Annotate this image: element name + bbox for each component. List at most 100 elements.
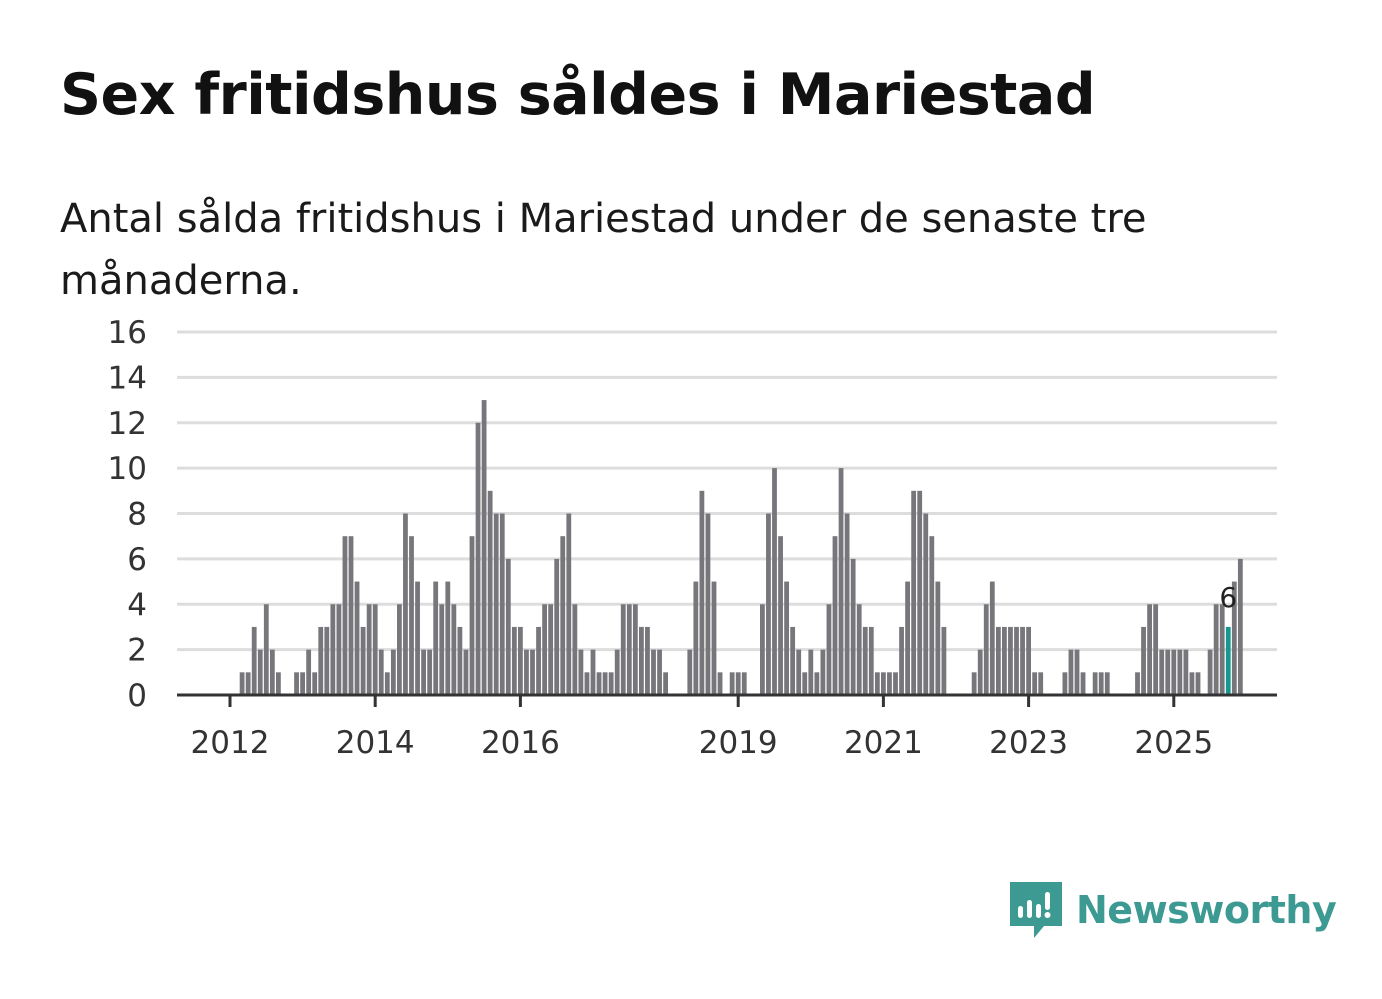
bar bbox=[862, 626, 868, 695]
x-axis-ticks: 2012 2014 2016 2019 2021 2023 2025 bbox=[191, 695, 1213, 761]
newsworthy-logo-icon bbox=[1010, 882, 1062, 938]
bar bbox=[820, 649, 826, 695]
bar bbox=[294, 672, 299, 695]
bar bbox=[832, 536, 838, 695]
bar bbox=[263, 604, 269, 695]
x-tick-label: 2021 bbox=[844, 725, 923, 761]
bar bbox=[1032, 672, 1038, 695]
bar bbox=[772, 468, 777, 695]
bar bbox=[336, 604, 342, 695]
bar bbox=[1092, 672, 1098, 695]
bar bbox=[1080, 672, 1086, 695]
bar bbox=[421, 649, 426, 695]
bar bbox=[1020, 626, 1025, 695]
bar bbox=[1104, 672, 1110, 695]
brand-logo: Newsworthy bbox=[1010, 880, 1337, 940]
bar bbox=[995, 626, 1001, 695]
y-tick-label: 10 bbox=[108, 451, 147, 487]
bar bbox=[475, 422, 481, 695]
bar bbox=[397, 604, 402, 695]
bar bbox=[1213, 604, 1219, 695]
bar bbox=[372, 604, 378, 695]
bar bbox=[1171, 649, 1177, 695]
bar bbox=[760, 604, 765, 695]
bar bbox=[554, 558, 560, 695]
grid-lines bbox=[177, 330, 1277, 652]
bar bbox=[989, 581, 995, 695]
highlight-data-label: 6 bbox=[1219, 581, 1237, 614]
bar bbox=[378, 649, 384, 695]
bar bbox=[1002, 626, 1007, 695]
bar bbox=[838, 468, 844, 695]
y-tick-label: 0 bbox=[127, 678, 147, 714]
bar bbox=[487, 490, 493, 695]
bar bbox=[257, 649, 263, 695]
bar bbox=[457, 626, 463, 695]
bar bbox=[711, 581, 717, 695]
bar bbox=[451, 604, 457, 695]
y-tick-label: 16 bbox=[108, 315, 147, 351]
bar bbox=[511, 626, 517, 695]
bar bbox=[578, 649, 584, 695]
bar bbox=[917, 490, 923, 695]
bar bbox=[596, 672, 602, 695]
bar bbox=[983, 604, 989, 695]
bar bbox=[384, 672, 390, 695]
bar bbox=[1153, 604, 1159, 695]
bar bbox=[542, 604, 547, 695]
bar bbox=[614, 649, 620, 695]
bar bbox=[1189, 672, 1195, 695]
bar bbox=[548, 604, 554, 695]
bar bbox=[354, 581, 360, 695]
bar bbox=[651, 649, 656, 695]
bar bbox=[639, 626, 644, 695]
bar bbox=[1159, 649, 1165, 695]
bar bbox=[923, 513, 929, 695]
highlight-bar bbox=[1225, 626, 1231, 695]
bar bbox=[766, 513, 771, 695]
bar bbox=[312, 672, 318, 695]
bar bbox=[971, 672, 977, 695]
bar bbox=[778, 536, 783, 695]
bar bbox=[699, 490, 705, 695]
chart-subtitle: Antal sålda fritidshus i Mariestad under… bbox=[60, 196, 1147, 304]
x-tick-label: 2016 bbox=[481, 725, 560, 761]
bar bbox=[826, 604, 832, 695]
bar bbox=[632, 604, 638, 695]
data-labels: 6 bbox=[1219, 581, 1237, 614]
bar bbox=[445, 581, 451, 695]
y-axis-ticks: 0 2 4 6 8 10 12 14 16 bbox=[108, 315, 147, 714]
bar bbox=[687, 649, 693, 695]
bar bbox=[893, 672, 898, 695]
bar bbox=[735, 672, 741, 695]
bar bbox=[1237, 558, 1243, 695]
bar bbox=[572, 604, 578, 695]
bar bbox=[729, 672, 735, 695]
bar bbox=[911, 490, 917, 695]
bar bbox=[1074, 649, 1080, 695]
bar bbox=[427, 649, 433, 695]
bar bbox=[276, 672, 281, 695]
bar bbox=[505, 558, 511, 695]
bar bbox=[1183, 649, 1189, 695]
bar bbox=[657, 649, 662, 695]
bar bbox=[300, 672, 305, 695]
bar bbox=[566, 513, 572, 695]
bar bbox=[463, 649, 469, 695]
brand-name: Newsworthy bbox=[1076, 888, 1337, 932]
bar bbox=[499, 513, 505, 695]
y-tick-label: 8 bbox=[127, 497, 147, 533]
x-tick-label: 2014 bbox=[336, 725, 415, 761]
bar bbox=[330, 604, 336, 695]
bar bbox=[1147, 604, 1152, 695]
x-tick-label: 2023 bbox=[989, 725, 1068, 761]
y-tick-label: 4 bbox=[127, 587, 147, 623]
bar bbox=[645, 626, 650, 695]
bar bbox=[608, 672, 614, 695]
bar bbox=[433, 581, 439, 695]
bar bbox=[481, 400, 487, 695]
bar bbox=[1165, 649, 1171, 695]
bar bbox=[469, 536, 475, 695]
bar bbox=[741, 672, 747, 695]
